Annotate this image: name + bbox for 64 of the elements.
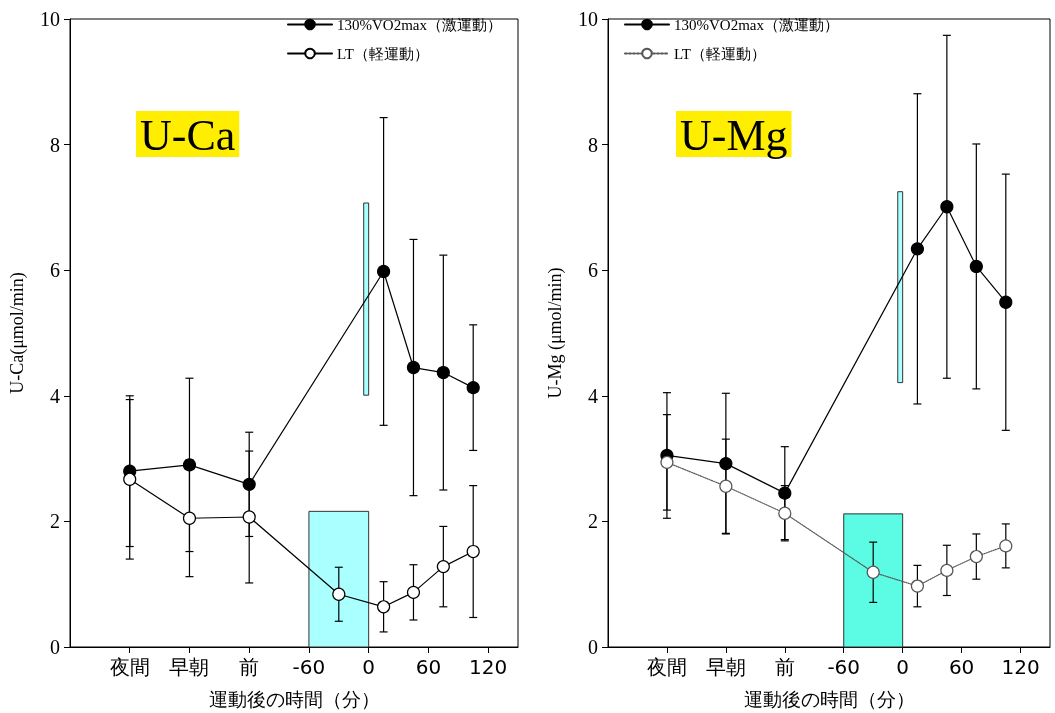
point [910,242,924,256]
point [866,565,880,579]
y-tick-label: 10 [578,8,598,30]
y-tick-label: 4 [588,384,598,407]
annotation: U-Ca [140,110,236,160]
point [406,585,421,599]
y-tick-label: 2 [50,510,60,533]
x-axis-title: 運動後の時間（分） [208,687,380,710]
y-tick-label: 8 [50,133,60,156]
x-tick-label: 夜間 [646,655,687,679]
x-tick-label: 早朝 [169,655,210,679]
y-tick-label: 2 [588,510,598,533]
x-tick-label: 120 [1001,655,1040,679]
point [719,457,733,471]
y-axis-title: U-Mg (μmol/min) [545,267,566,399]
point [969,549,983,564]
point [969,259,983,274]
x-tick-label: 60 [415,655,442,679]
point [778,486,792,500]
legend-label: 130%VO2max（激運動） [337,16,503,33]
point [377,264,391,279]
x-tick-label: -60 [827,655,861,679]
x-tick-label: 60 [948,655,975,679]
point [436,365,450,380]
point [242,510,256,524]
point [406,360,421,375]
annotation: U-Mg [680,110,788,160]
y-tick-label: 4 [50,384,60,407]
point [999,295,1013,309]
x-tick-label: 早朝 [705,655,746,679]
point [660,455,674,469]
y-tick-label: 10 [40,8,60,30]
point [332,587,346,601]
point [242,477,256,491]
point [778,506,792,520]
y-tick-label: 6 [588,259,598,282]
point [436,560,450,574]
x-tick-label: -60 [292,655,326,679]
y-axis-title: U-Ca(μmol/min) [7,272,28,394]
y-tick-label: 0 [588,636,598,658]
point [466,381,480,395]
point [719,479,733,493]
y-tick-label: 8 [588,133,598,156]
y-tick-label: 0 [50,636,60,658]
point [940,200,954,214]
point [377,600,391,614]
legend-label: 130%VO2max（激運動） [674,16,839,33]
x-tick-label: 0 [362,655,376,679]
x-tick-label: 夜間 [109,655,150,679]
x-axis-title: 運動後の時間（分） [743,687,915,710]
x-tick-label: 前 [239,655,260,679]
x-tick-label: 前 [774,655,795,679]
legend-label: LT（軽運動） [337,45,429,62]
point [940,563,954,577]
point [182,511,197,525]
y-tick-label: 6 [50,259,60,282]
legend-label: LT（軽運動） [674,45,766,62]
point [466,544,480,559]
point [123,472,137,486]
point [910,579,924,593]
x-tick-label: 0 [896,655,910,679]
x-tick-label: 120 [469,655,508,679]
point [999,539,1013,553]
point [182,458,197,472]
